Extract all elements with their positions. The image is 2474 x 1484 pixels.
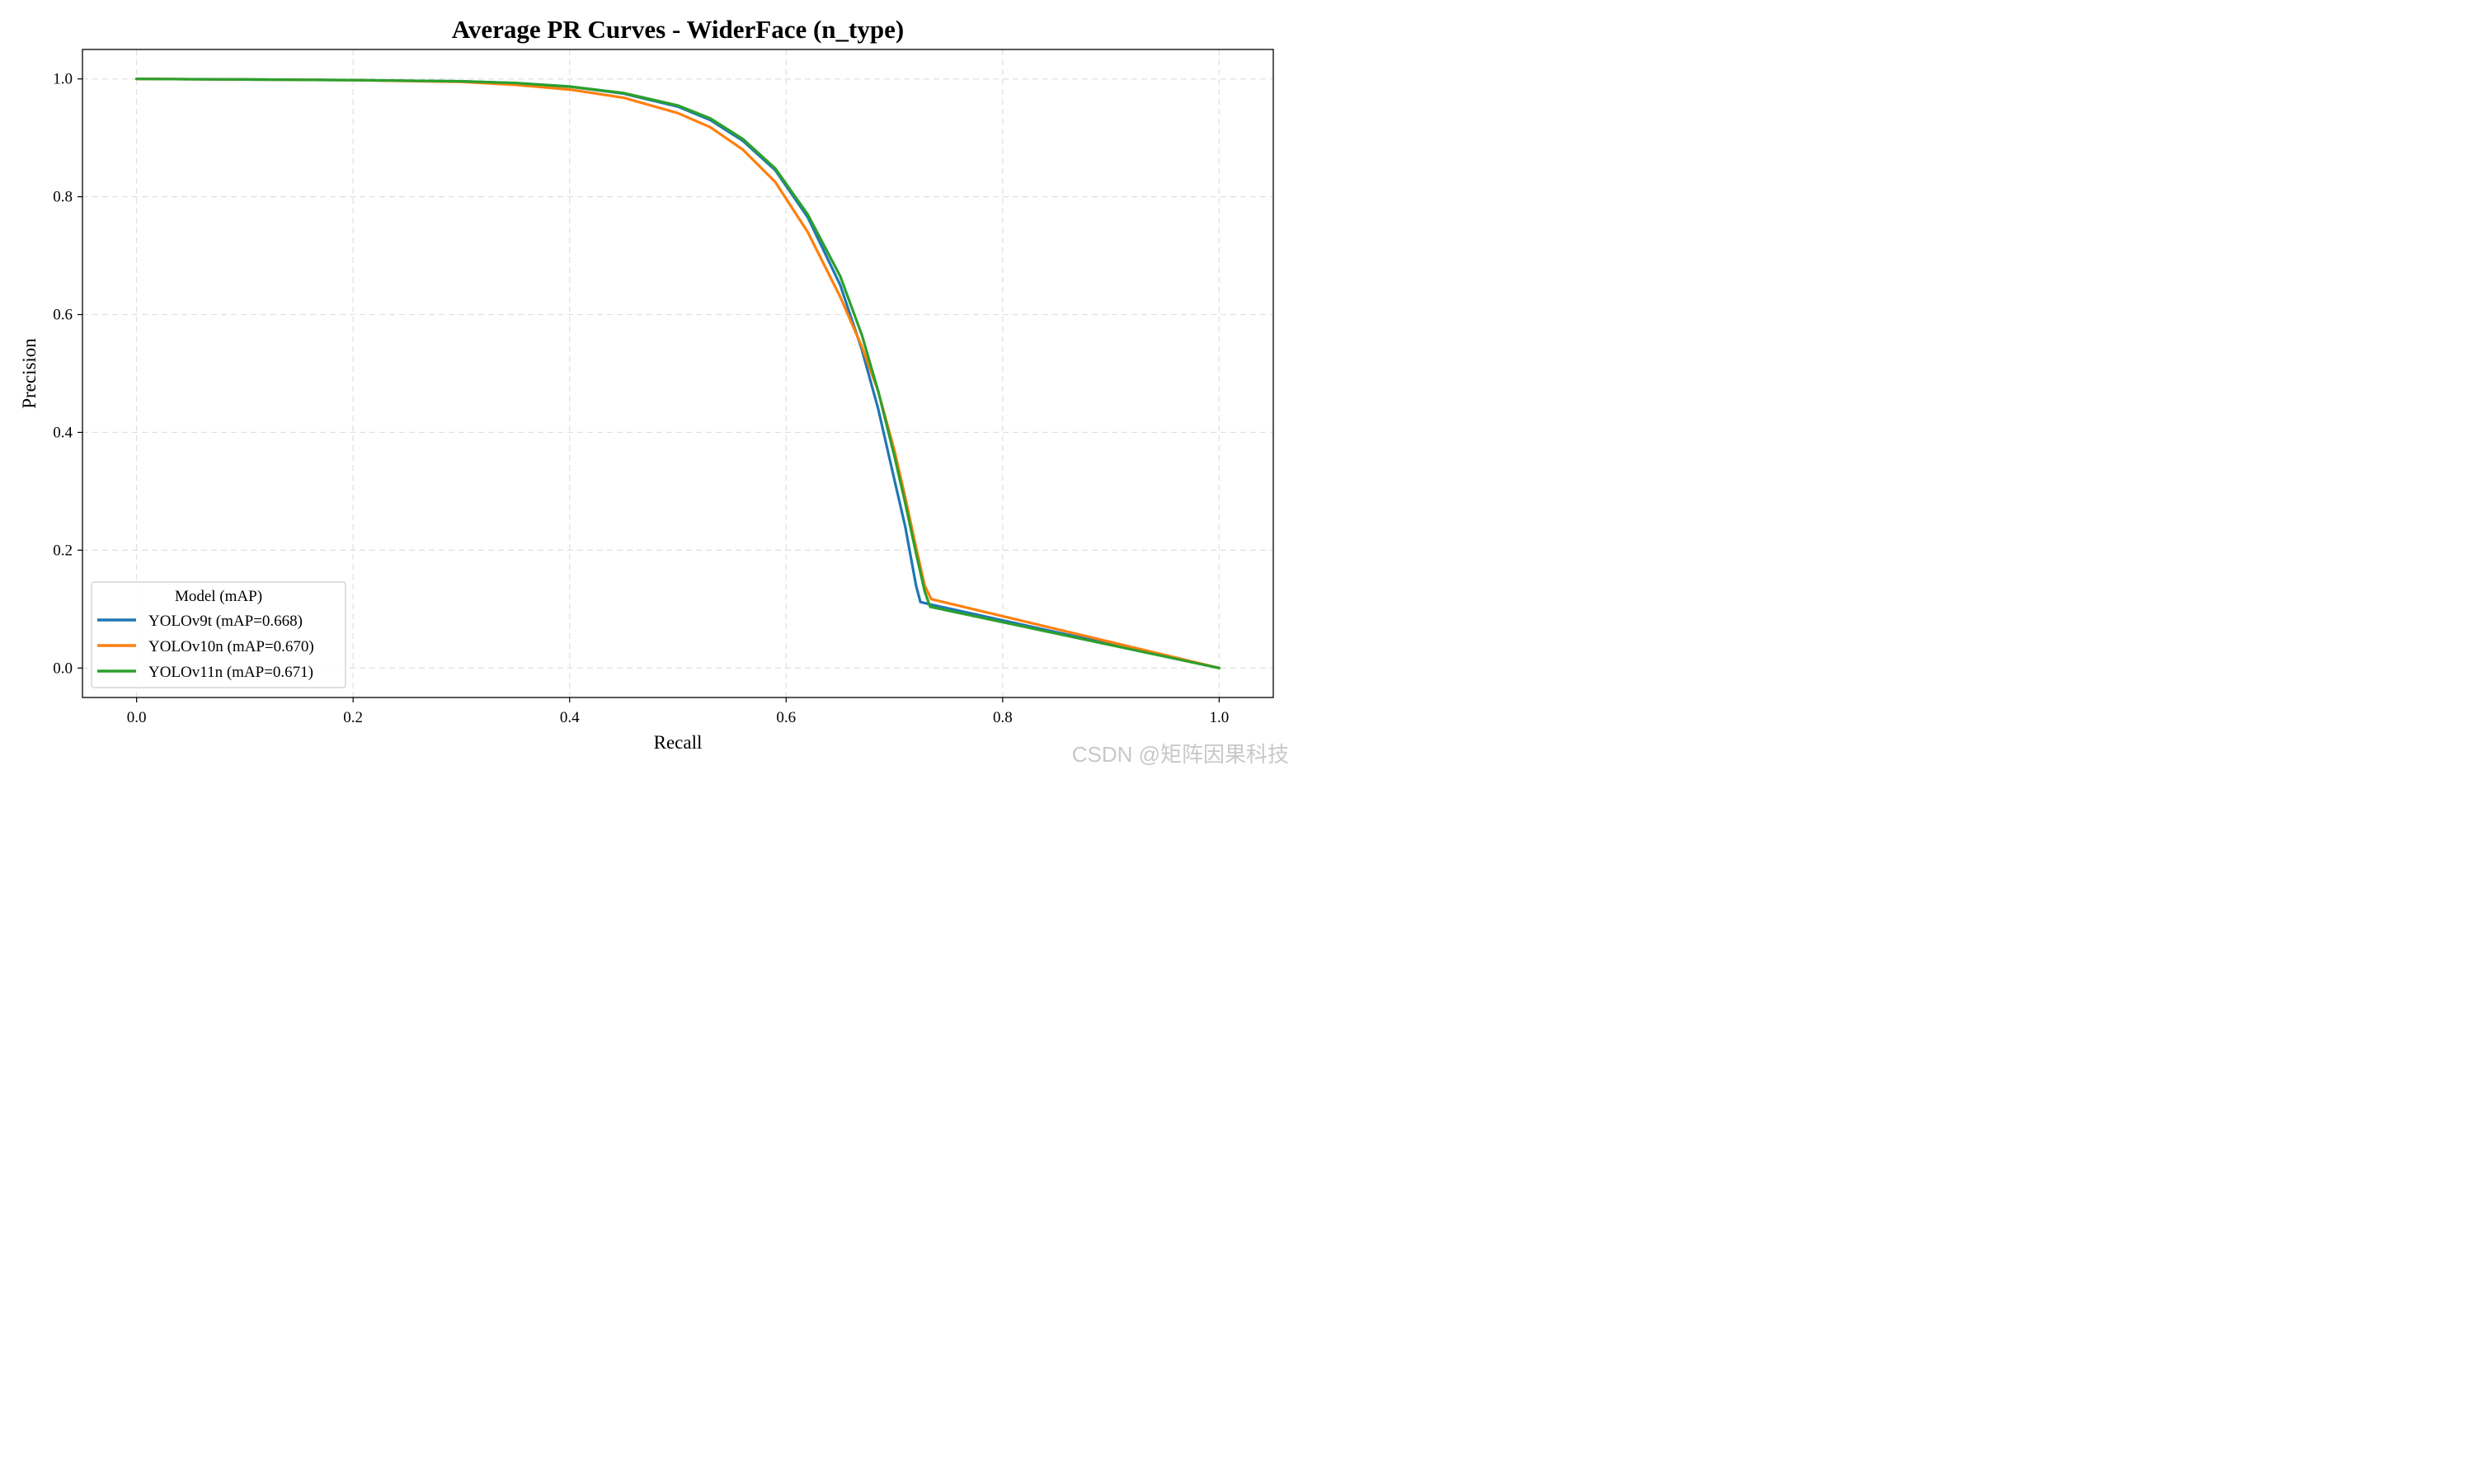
legend-label-2: YOLOv11n (mAP=0.671) [148,664,313,681]
y-axis-label: Precision [19,338,40,409]
chart-title: Average PR Curves - WiderFace (n_type) [452,15,904,44]
legend: Model (mAP) YOLOv9t (mAP=0.668) YOLOv10n … [91,581,346,688]
x-tick-label: 0.2 [343,709,363,726]
x-tick-label: 0.4 [560,709,580,726]
x-tick-label: 0.0 [127,709,147,726]
pr-curve-chart: Average PR Curves - WiderFace (n_type) 0… [0,0,1293,778]
x-tick-label: 0.8 [993,709,1013,726]
x-axis-label: Recall [654,732,703,753]
y-tick-label: 1.0 [53,71,73,88]
y-axis-ticks: 0.0 0.2 0.4 0.6 0.8 1.0 [53,71,82,677]
legend-title: Model (mAP) [175,588,262,605]
legend-box [91,581,346,688]
y-tick-label: 0.6 [53,307,73,324]
x-axis-ticks: 0.0 0.2 0.4 0.6 0.8 1.0 [127,697,1229,726]
plot-frame [82,49,1274,698]
y-tick-label: 0.0 [53,660,73,677]
y-tick-label: 0.8 [53,189,73,206]
x-tick-label: 0.6 [776,709,796,726]
legend-entries: YOLOv9t (mAP=0.668) YOLOv10n (mAP=0.670) Y… [97,613,314,681]
y-tick-label: 0.2 [53,542,73,559]
legend-label-1: YOLOv10n (mAP=0.670) [148,638,314,655]
series-layer [135,77,1221,669]
series-line-2 [135,77,1221,669]
watermark: CSDN @矩阵因果科技 [1072,742,1289,767]
x-tick-label: 1.0 [1209,709,1229,726]
y-tick-label: 0.4 [53,424,73,441]
legend-label-0: YOLOv9t (mAP=0.668) [148,613,303,630]
